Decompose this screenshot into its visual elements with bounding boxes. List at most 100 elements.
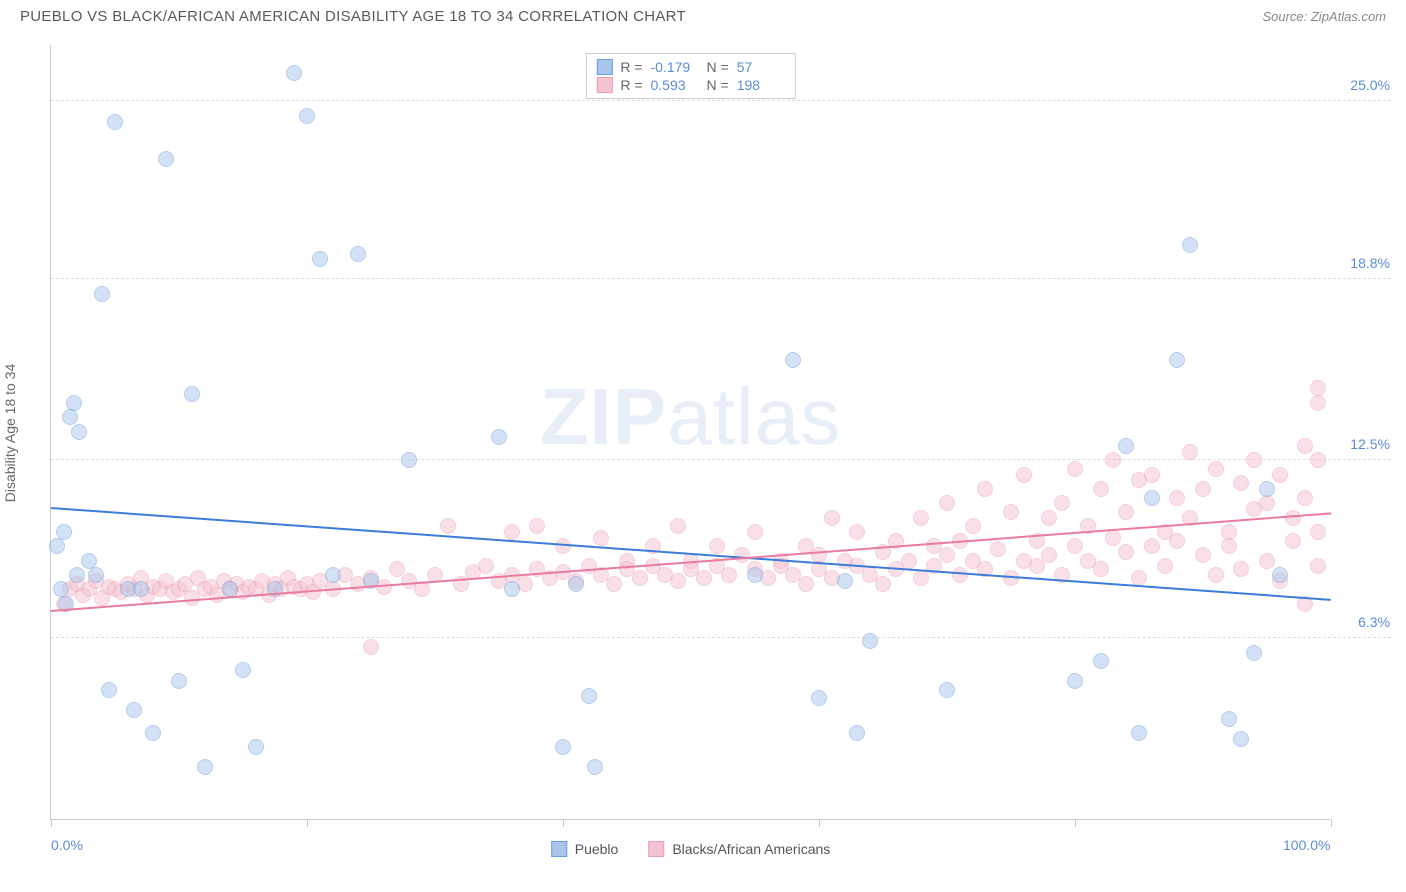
scatter-point bbox=[1041, 547, 1057, 563]
scatter-point bbox=[1131, 570, 1147, 586]
scatter-point bbox=[1169, 533, 1185, 549]
scatter-point bbox=[1093, 561, 1109, 577]
legend-n-label: N = bbox=[707, 59, 729, 75]
x-tick bbox=[51, 819, 52, 827]
legend-correlation-row: R =0.593N =198 bbox=[596, 76, 784, 94]
scatter-point bbox=[1067, 538, 1083, 554]
scatter-point bbox=[1067, 461, 1083, 477]
scatter-point bbox=[94, 286, 110, 302]
legend-r-value: 0.593 bbox=[651, 77, 699, 93]
scatter-point bbox=[913, 510, 929, 526]
scatter-point bbox=[1118, 544, 1134, 560]
scatter-point bbox=[939, 547, 955, 563]
watermark: ZIPatlas bbox=[540, 371, 841, 463]
scatter-point bbox=[107, 114, 123, 130]
scatter-point bbox=[491, 429, 507, 445]
scatter-point bbox=[1208, 461, 1224, 477]
scatter-point bbox=[286, 65, 302, 81]
legend-n-label: N = bbox=[707, 77, 729, 93]
scatter-point bbox=[248, 739, 264, 755]
legend-swatch bbox=[648, 841, 664, 857]
gridline-horizontal bbox=[51, 637, 1391, 638]
scatter-point bbox=[1118, 504, 1134, 520]
scatter-point bbox=[1169, 352, 1185, 368]
correlation-legend: R =-0.179N =57R =0.593N =198 bbox=[585, 53, 795, 99]
y-tick-label: 25.0% bbox=[1335, 77, 1390, 93]
scatter-point bbox=[69, 567, 85, 583]
scatter-point bbox=[1246, 452, 1262, 468]
legend-n-value: 57 bbox=[737, 59, 785, 75]
y-tick-label: 18.8% bbox=[1335, 255, 1390, 271]
scatter-point bbox=[312, 251, 328, 267]
scatter-point bbox=[1144, 467, 1160, 483]
scatter-point bbox=[747, 524, 763, 540]
chart-header: PUEBLO VS BLACK/AFRICAN AMERICAN DISABIL… bbox=[0, 0, 1406, 29]
scatter-point bbox=[350, 246, 366, 262]
scatter-point bbox=[158, 151, 174, 167]
legend-r-value: -0.179 bbox=[651, 59, 699, 75]
scatter-point bbox=[632, 570, 648, 586]
scatter-point bbox=[197, 759, 213, 775]
scatter-point bbox=[824, 510, 840, 526]
scatter-point bbox=[1029, 558, 1045, 574]
scatter-point bbox=[1259, 553, 1275, 569]
scatter-point bbox=[325, 567, 341, 583]
scatter-point bbox=[299, 108, 315, 124]
y-axis-label: Disability Age 18 to 34 bbox=[2, 363, 18, 502]
scatter-point bbox=[1221, 538, 1237, 554]
scatter-point bbox=[1003, 504, 1019, 520]
scatter-point bbox=[1285, 533, 1301, 549]
scatter-point bbox=[504, 581, 520, 597]
legend-series-item: Pueblo bbox=[551, 841, 619, 857]
chart-title: PUEBLO VS BLACK/AFRICAN AMERICAN DISABIL… bbox=[20, 8, 686, 25]
scatter-point bbox=[1131, 725, 1147, 741]
scatter-point bbox=[504, 524, 520, 540]
gridline-horizontal bbox=[51, 100, 1391, 101]
scatter-point bbox=[1157, 558, 1173, 574]
legend-r-label: R = bbox=[620, 77, 642, 93]
scatter-point bbox=[977, 481, 993, 497]
scatter-point bbox=[1233, 731, 1249, 747]
scatter-point bbox=[1067, 673, 1083, 689]
scatter-point bbox=[837, 573, 853, 589]
scatter-point bbox=[965, 518, 981, 534]
plot-area: ZIPatlas R =-0.179N =57R =0.593N =198 Pu… bbox=[50, 45, 1330, 820]
watermark-light: atlas bbox=[667, 372, 841, 461]
scatter-point bbox=[1259, 495, 1275, 511]
scatter-point bbox=[1182, 237, 1198, 253]
scatter-point bbox=[56, 524, 72, 540]
scatter-point bbox=[478, 558, 494, 574]
scatter-point bbox=[939, 495, 955, 511]
scatter-point bbox=[913, 570, 929, 586]
scatter-point bbox=[952, 567, 968, 583]
scatter-point bbox=[1118, 438, 1134, 454]
scatter-point bbox=[440, 518, 456, 534]
scatter-point bbox=[49, 538, 65, 554]
scatter-point bbox=[1169, 490, 1185, 506]
legend-r-label: R = bbox=[620, 59, 642, 75]
scatter-point bbox=[1297, 490, 1313, 506]
scatter-point bbox=[363, 639, 379, 655]
scatter-point bbox=[849, 725, 865, 741]
scatter-point bbox=[1093, 481, 1109, 497]
scatter-point bbox=[1233, 475, 1249, 491]
scatter-point bbox=[709, 538, 725, 554]
x-tick bbox=[819, 819, 820, 827]
scatter-point bbox=[593, 530, 609, 546]
scatter-point bbox=[1297, 438, 1313, 454]
scatter-point bbox=[555, 538, 571, 554]
legend-swatch bbox=[596, 59, 612, 75]
scatter-point bbox=[126, 702, 142, 718]
chart-container: Disability Age 18 to 34 ZIPatlas R =-0.1… bbox=[50, 45, 1390, 820]
x-tick-label: 0.0% bbox=[51, 837, 83, 853]
x-tick-label: 100.0% bbox=[1283, 837, 1330, 853]
legend-swatch bbox=[551, 841, 567, 857]
scatter-point bbox=[1233, 561, 1249, 577]
y-tick-label: 12.5% bbox=[1335, 436, 1390, 452]
scatter-point bbox=[1093, 653, 1109, 669]
scatter-point bbox=[133, 581, 149, 597]
scatter-point bbox=[670, 573, 686, 589]
scatter-point bbox=[696, 570, 712, 586]
legend-series-label: Pueblo bbox=[575, 841, 619, 857]
scatter-point bbox=[901, 553, 917, 569]
